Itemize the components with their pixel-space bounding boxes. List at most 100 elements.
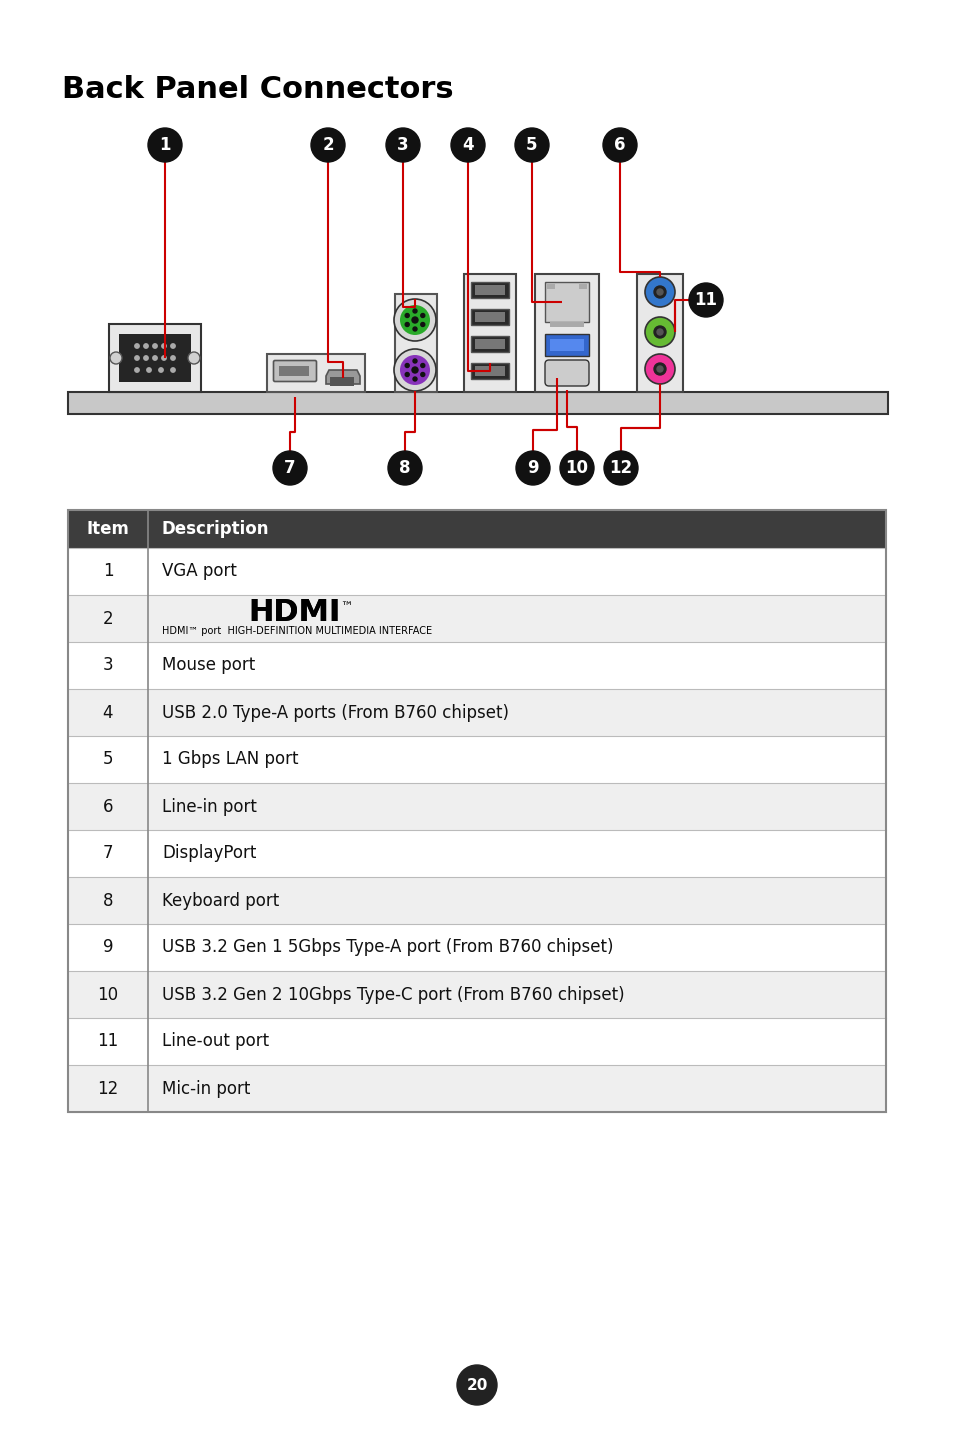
Bar: [68, 1018, 885, 1065]
Text: 11: 11: [97, 1032, 118, 1051]
Circle shape: [311, 127, 345, 162]
Circle shape: [413, 377, 416, 381]
Circle shape: [399, 305, 430, 335]
Bar: [68, 924, 885, 971]
Circle shape: [405, 364, 409, 368]
Circle shape: [559, 451, 594, 485]
Bar: [637, 274, 682, 392]
Bar: [68, 642, 885, 689]
Circle shape: [688, 284, 722, 316]
Circle shape: [144, 344, 148, 348]
Text: 12: 12: [97, 1080, 118, 1097]
Circle shape: [420, 314, 424, 318]
Text: HDMI™ port  HIGH-DEFINITION MULTIMEDIA INTERFACE: HDMI™ port HIGH-DEFINITION MULTIMEDIA IN…: [162, 626, 432, 636]
Circle shape: [273, 451, 307, 485]
Circle shape: [144, 355, 148, 361]
Circle shape: [654, 326, 665, 338]
Bar: [68, 510, 885, 548]
Text: DisplayPort: DisplayPort: [162, 845, 256, 862]
Circle shape: [657, 367, 662, 372]
Circle shape: [148, 127, 182, 162]
Circle shape: [420, 322, 424, 326]
Bar: [578, 284, 586, 289]
Bar: [109, 324, 201, 392]
Circle shape: [171, 368, 175, 372]
Bar: [544, 282, 588, 322]
Text: 4: 4: [103, 703, 113, 722]
Bar: [68, 971, 885, 1018]
Circle shape: [134, 344, 139, 348]
Text: Line-in port: Line-in port: [162, 798, 256, 815]
Bar: [475, 312, 504, 322]
Text: VGA port: VGA port: [162, 563, 236, 580]
Bar: [68, 548, 885, 596]
Circle shape: [171, 344, 175, 348]
Text: 4: 4: [461, 136, 474, 155]
Text: 3: 3: [396, 136, 409, 155]
Bar: [475, 285, 504, 295]
Bar: [471, 337, 509, 352]
Text: Item: Item: [87, 520, 130, 538]
Bar: [471, 362, 509, 379]
Circle shape: [171, 355, 175, 361]
Circle shape: [413, 359, 416, 362]
Text: 20: 20: [466, 1378, 487, 1392]
Bar: [463, 274, 516, 392]
Circle shape: [602, 127, 637, 162]
Text: 1 Gbps LAN port: 1 Gbps LAN port: [162, 750, 298, 769]
Bar: [68, 783, 885, 831]
Text: 9: 9: [103, 938, 113, 957]
Bar: [395, 294, 436, 392]
Circle shape: [405, 322, 409, 326]
Text: Keyboard port: Keyboard port: [162, 892, 279, 909]
Text: USB 3.2 Gen 1 5Gbps Type-A port (From B760 chipset): USB 3.2 Gen 1 5Gbps Type-A port (From B7…: [162, 938, 613, 957]
Circle shape: [394, 349, 436, 391]
Circle shape: [654, 286, 665, 298]
Circle shape: [644, 316, 675, 347]
Bar: [119, 334, 191, 382]
Text: Back Panel Connectors: Back Panel Connectors: [62, 74, 453, 105]
Text: 5: 5: [526, 136, 537, 155]
Circle shape: [644, 354, 675, 384]
FancyBboxPatch shape: [544, 359, 588, 387]
Text: 2: 2: [322, 136, 334, 155]
Bar: [475, 367, 504, 377]
Text: Mic-in port: Mic-in port: [162, 1080, 250, 1097]
Text: 1: 1: [103, 563, 113, 580]
Circle shape: [413, 326, 416, 331]
Text: Mouse port: Mouse port: [162, 656, 255, 674]
Text: 6: 6: [103, 798, 113, 815]
Bar: [278, 367, 309, 377]
Text: USB 2.0 Type-A ports (From B760 chipset): USB 2.0 Type-A ports (From B760 chipset): [162, 703, 509, 722]
Circle shape: [657, 289, 662, 295]
Bar: [471, 309, 509, 325]
Circle shape: [515, 127, 548, 162]
Text: HDMI: HDMI: [248, 599, 340, 627]
Text: USB 3.2 Gen 2 10Gbps Type-C port (From B760 chipset): USB 3.2 Gen 2 10Gbps Type-C port (From B…: [162, 985, 624, 1004]
Text: 8: 8: [103, 892, 113, 909]
Text: 10: 10: [565, 460, 588, 477]
Bar: [535, 274, 598, 392]
Text: 8: 8: [399, 460, 411, 477]
FancyBboxPatch shape: [274, 361, 316, 381]
Polygon shape: [326, 369, 359, 384]
Circle shape: [412, 367, 417, 372]
Text: 11: 11: [694, 291, 717, 309]
Bar: [68, 510, 885, 1113]
Circle shape: [451, 127, 484, 162]
Bar: [68, 736, 885, 783]
Bar: [544, 334, 588, 357]
Circle shape: [413, 309, 416, 314]
Text: 7: 7: [103, 845, 113, 862]
Text: 6: 6: [614, 136, 625, 155]
Circle shape: [162, 355, 166, 361]
Bar: [68, 1065, 885, 1113]
Circle shape: [516, 451, 550, 485]
Circle shape: [456, 1365, 497, 1405]
Circle shape: [134, 368, 139, 372]
Bar: [330, 377, 354, 387]
Circle shape: [420, 364, 424, 368]
Text: 9: 9: [527, 460, 538, 477]
Bar: [68, 876, 885, 924]
Bar: [68, 392, 887, 414]
